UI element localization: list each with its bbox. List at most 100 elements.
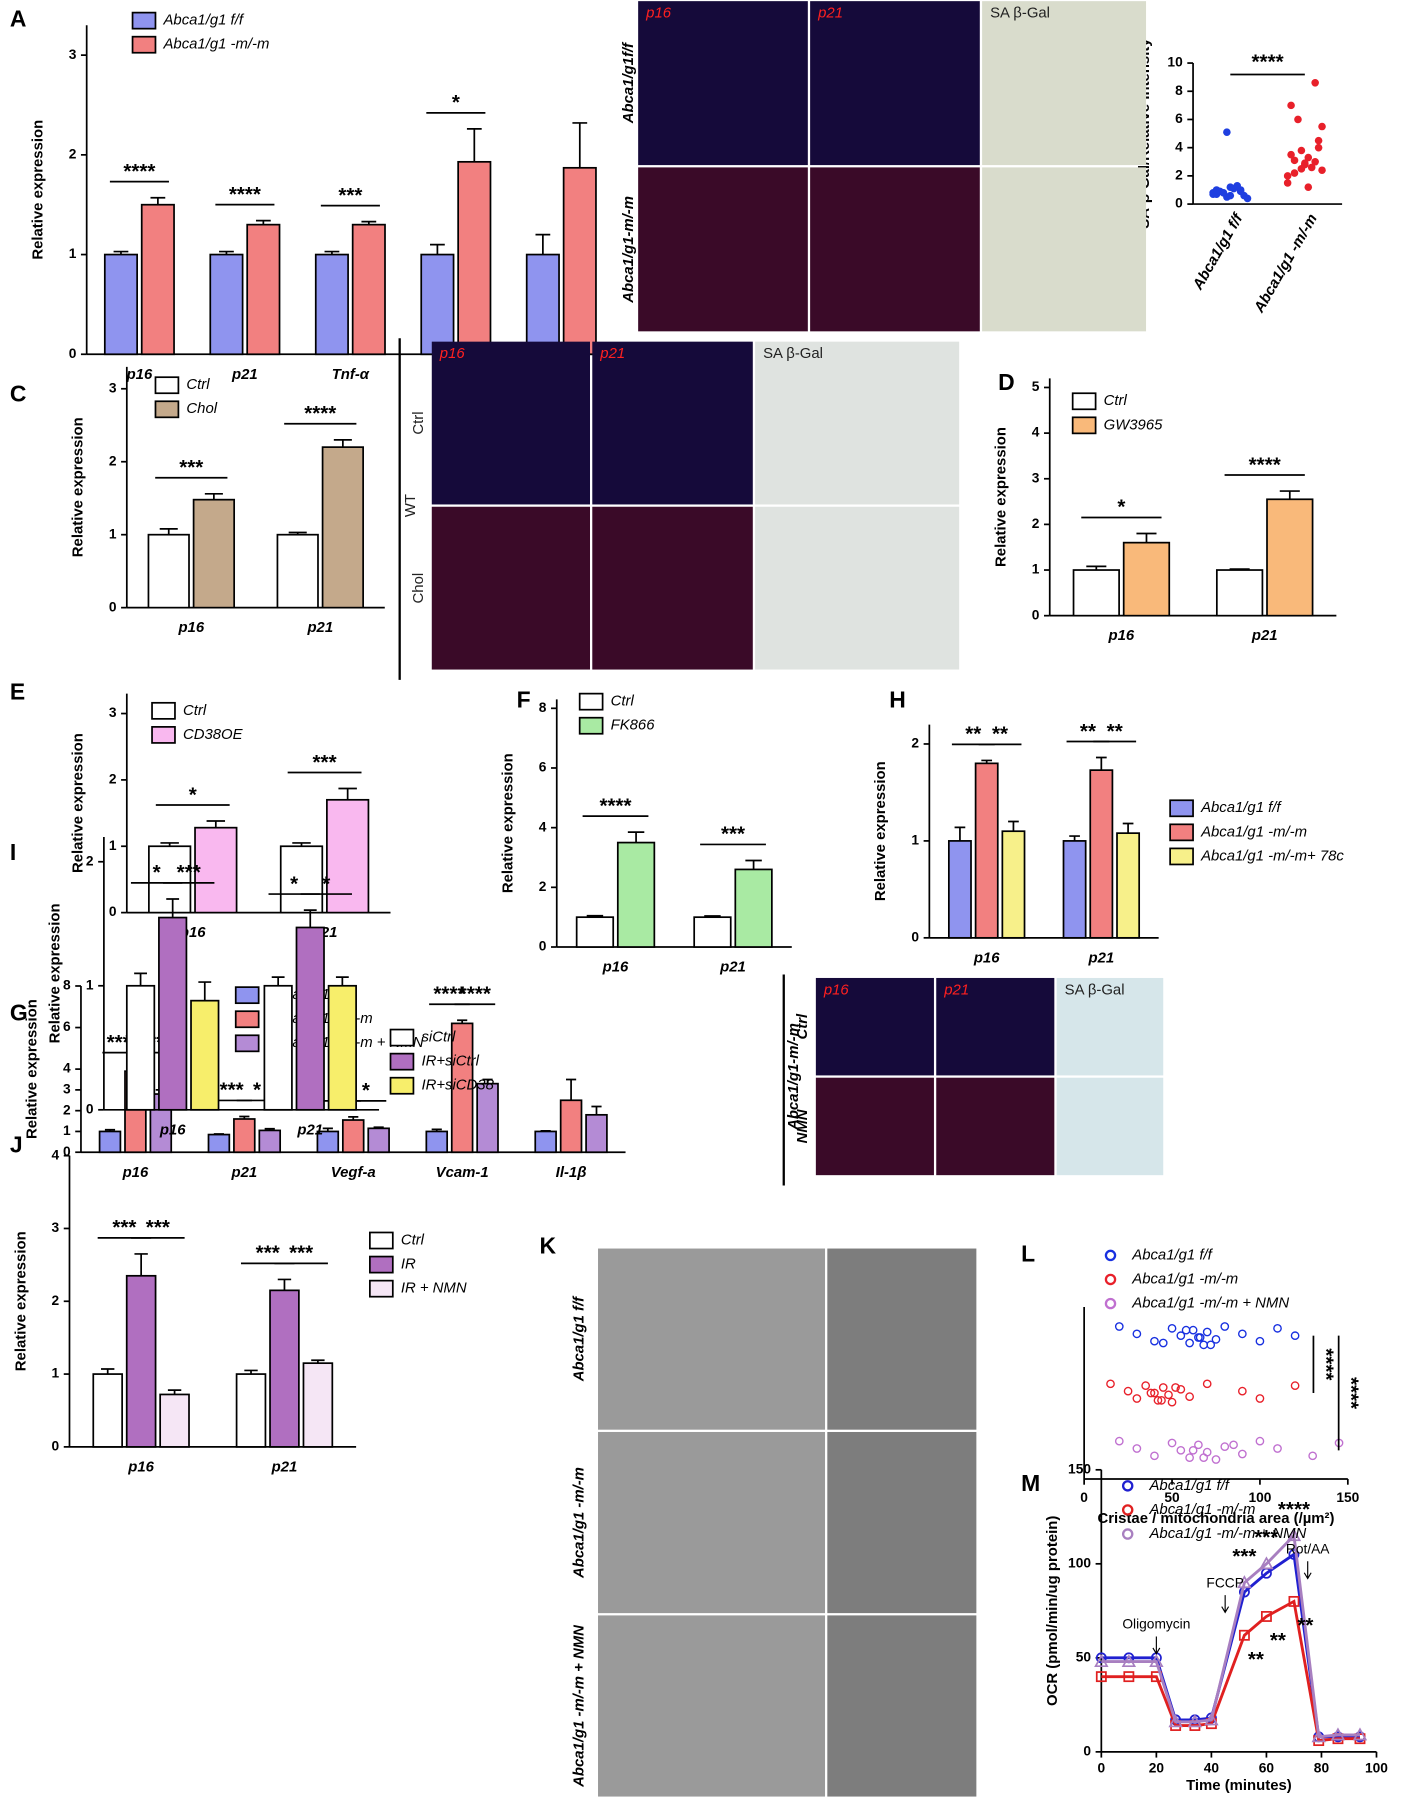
- y-tick-label: 0: [69, 346, 77, 361]
- bar: [420, 253, 455, 356]
- micrograph: [592, 341, 753, 505]
- panel-letter: F: [517, 687, 531, 713]
- y-tick-label: 2: [69, 146, 77, 161]
- significance-label: ****: [433, 983, 465, 1006]
- panel-letter: C: [10, 381, 27, 407]
- y-axis-title: OCR (pmol/min/ug protein): [1045, 1516, 1061, 1706]
- data-point: [1095, 1671, 1107, 1683]
- column-header: SA β-Gal: [763, 346, 823, 362]
- legend-swatch: [1169, 823, 1194, 842]
- bar: [295, 926, 325, 1111]
- bar: [616, 841, 656, 948]
- bar: [947, 840, 972, 939]
- panel-letter: G: [10, 1000, 28, 1026]
- data-point: [1273, 1323, 1282, 1333]
- bar: [207, 1133, 231, 1154]
- error-bar: [204, 492, 223, 500]
- data-point: [1290, 169, 1299, 177]
- data-point: [1141, 1381, 1151, 1391]
- bar: [1089, 769, 1114, 939]
- data-point: [1294, 115, 1302, 124]
- significance-label: ****: [1314, 1348, 1337, 1380]
- error-bar: [1122, 822, 1134, 834]
- significance-label: ***: [313, 751, 337, 774]
- data-point: [1206, 1340, 1216, 1350]
- micrograph: [1056, 1077, 1164, 1176]
- row-label: Chol: [411, 573, 427, 604]
- legend-label: Ctrl: [611, 694, 635, 710]
- y-tick-label: 1: [52, 1366, 60, 1381]
- bar: [258, 1129, 282, 1154]
- significance-label: ****: [304, 402, 336, 425]
- x-tick-label: p16: [122, 1165, 149, 1181]
- significance-label: ***: [179, 456, 203, 479]
- bar: [302, 1362, 334, 1448]
- injection-arrow: [1152, 1636, 1161, 1655]
- error-bar: [303, 909, 317, 928]
- micrograph: [755, 506, 960, 670]
- x-tick-label: p16: [177, 620, 204, 636]
- significance-label: **: [1080, 720, 1096, 743]
- y-tick-label: 1: [69, 246, 77, 261]
- y-tick-label: 0: [1083, 1743, 1091, 1758]
- bar: [148, 845, 192, 914]
- x-tick-label: p21: [306, 620, 333, 636]
- panel-letter: H: [889, 687, 906, 713]
- data-point: [1318, 166, 1326, 175]
- data-point: [1185, 1338, 1194, 1348]
- significance-label: ***: [220, 1079, 244, 1102]
- y-axis-title: Relative expression: [71, 733, 87, 873]
- significance-label: ****: [1278, 1498, 1310, 1521]
- data-line: [1101, 1532, 1360, 1739]
- bar: [125, 984, 156, 1111]
- legend-label: Abca1/g1 f/f: [1148, 1478, 1230, 1494]
- bar: [1001, 830, 1026, 939]
- data-point: [1176, 1445, 1186, 1455]
- data-point: [1150, 1336, 1159, 1346]
- y-tick-label: 0: [911, 929, 919, 944]
- significance-label: ***: [256, 1242, 280, 1265]
- legend-label: IR+siCtrl: [421, 1054, 479, 1070]
- error-bar: [1229, 568, 1250, 571]
- data-point: [1168, 1714, 1183, 1728]
- y-tick-label: 0: [86, 1101, 94, 1116]
- y-axis-title: Relative expression: [873, 761, 889, 901]
- data-point: [1150, 1388, 1159, 1398]
- data-point: [1211, 1334, 1221, 1344]
- error-bar: [348, 1116, 359, 1121]
- y-tick-label: 3: [109, 380, 117, 395]
- error-bar: [311, 1359, 325, 1364]
- legend-swatch: [151, 726, 176, 744]
- micrograph: [982, 1, 1147, 166]
- bar: [235, 1373, 267, 1448]
- error-bar: [292, 842, 311, 847]
- significance-label: ****: [1340, 1377, 1363, 1409]
- error-bar: [540, 1129, 551, 1132]
- legend-swatch: [389, 1028, 415, 1047]
- data-point: [1219, 189, 1228, 197]
- data-point: [1237, 1575, 1252, 1589]
- error-bar: [745, 859, 762, 870]
- legend-label: CD38OE: [183, 727, 244, 743]
- micrograph: [815, 1077, 934, 1176]
- data-point: [1237, 1386, 1247, 1396]
- error-bar: [101, 1368, 115, 1375]
- micrograph: [827, 1431, 977, 1614]
- panel-letter: A: [10, 6, 27, 32]
- y-tick-label: 2: [52, 1293, 60, 1308]
- error-bar: [134, 972, 147, 986]
- error-bar: [482, 1078, 493, 1084]
- error-bar: [244, 1369, 258, 1375]
- significance-label: *: [362, 1079, 370, 1102]
- x-tick-label: 100: [1248, 1490, 1271, 1505]
- legend-swatch: [234, 1010, 260, 1029]
- y-tick-label: 150: [1068, 1461, 1091, 1476]
- error-bar: [159, 527, 178, 535]
- bar: [476, 1082, 499, 1154]
- significance-label: ***: [338, 184, 362, 207]
- legend-swatch: [389, 1052, 415, 1071]
- legend-marker: [1104, 1273, 1117, 1286]
- error-bar: [288, 531, 307, 535]
- data-point: [1132, 1444, 1142, 1453]
- y-tick-label: 6: [539, 760, 547, 775]
